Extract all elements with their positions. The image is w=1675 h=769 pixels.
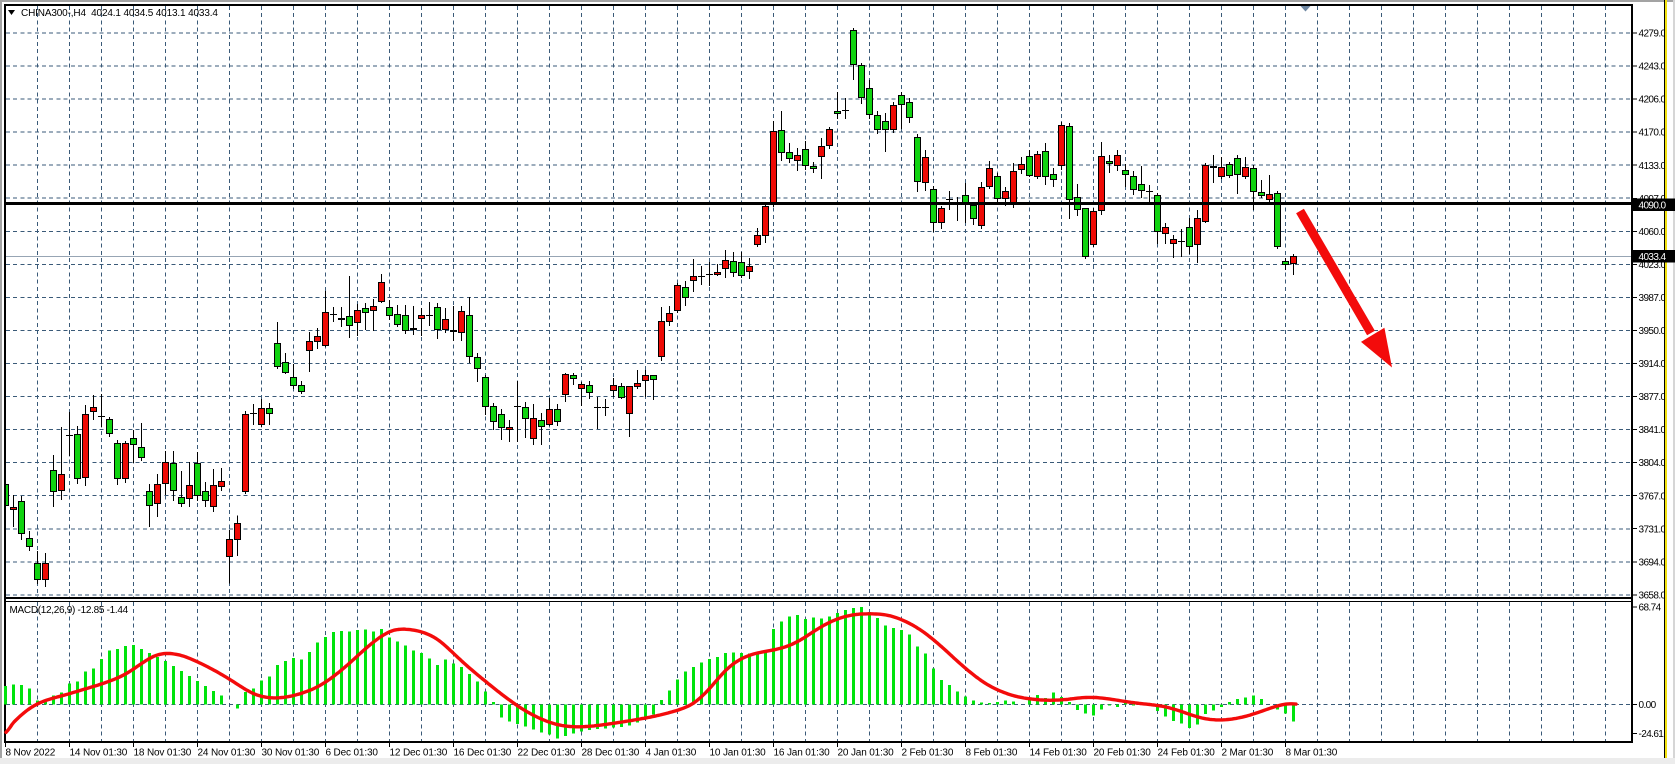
svg-text:4243.0: 4243.0 — [1639, 62, 1667, 73]
svg-text:4279.0: 4279.0 — [1639, 29, 1667, 40]
svg-text:28 Dec 01:30: 28 Dec 01:30 — [582, 748, 640, 759]
svg-text:3767.0: 3767.0 — [1639, 491, 1667, 502]
svg-text:14 Nov 01:30: 14 Nov 01:30 — [70, 748, 128, 759]
svg-text:8 Mar 01:30: 8 Mar 01:30 — [1286, 748, 1338, 759]
svg-text:2 Mar 01:30: 2 Mar 01:30 — [1222, 748, 1274, 759]
svg-text:68.74: 68.74 — [1639, 603, 1662, 614]
svg-text:4 Jan 01:30: 4 Jan 01:30 — [646, 748, 697, 759]
svg-text:16 Jan 01:30: 16 Jan 01:30 — [774, 748, 831, 759]
svg-text:3804.0: 3804.0 — [1639, 458, 1667, 469]
svg-text:22 Dec 01:30: 22 Dec 01:30 — [518, 748, 576, 759]
svg-text:4033.4: 4033.4 — [1639, 252, 1667, 263]
svg-text:30 Nov 01:30: 30 Nov 01:30 — [262, 748, 320, 759]
svg-text:-24.61: -24.61 — [1639, 729, 1665, 740]
svg-text:3658.0: 3658.0 — [1639, 590, 1667, 601]
svg-text:4060.0: 4060.0 — [1639, 227, 1667, 238]
svg-text:2 Feb 01:30: 2 Feb 01:30 — [902, 748, 954, 759]
svg-text:MACD(12,26,9) -12.85 -1.44: MACD(12,26,9) -12.85 -1.44 — [10, 605, 129, 616]
svg-text:3987.0: 3987.0 — [1639, 293, 1667, 304]
svg-text:4090.0: 4090.0 — [1639, 200, 1667, 211]
svg-text:0.00: 0.00 — [1639, 700, 1657, 711]
svg-text:4133.0: 4133.0 — [1639, 161, 1667, 172]
svg-text:3950.0: 3950.0 — [1639, 326, 1667, 337]
svg-text:3877.0: 3877.0 — [1639, 392, 1667, 403]
svg-text:3914.0: 3914.0 — [1639, 359, 1667, 370]
svg-text:8 Nov 2022: 8 Nov 2022 — [6, 748, 56, 759]
svg-text:14 Feb 01:30: 14 Feb 01:30 — [1030, 748, 1088, 759]
svg-text:CHINA300-,H4 4024.1 4034.5 40: CHINA300-,H4 4024.1 4034.5 4013.1 4033.4 — [21, 8, 218, 19]
svg-text:10 Jan 01:30: 10 Jan 01:30 — [710, 748, 767, 759]
svg-text:3731.0: 3731.0 — [1639, 524, 1667, 535]
svg-text:16 Dec 01:30: 16 Dec 01:30 — [454, 748, 512, 759]
svg-text:6 Dec 01:30: 6 Dec 01:30 — [326, 748, 379, 759]
svg-text:4206.0: 4206.0 — [1639, 95, 1667, 106]
svg-text:8 Feb 01:30: 8 Feb 01:30 — [966, 748, 1018, 759]
svg-text:18 Nov 01:30: 18 Nov 01:30 — [134, 748, 192, 759]
svg-text:24 Feb 01:30: 24 Feb 01:30 — [1158, 748, 1216, 759]
svg-text:20 Jan 01:30: 20 Jan 01:30 — [838, 748, 895, 759]
svg-text:4023.0: 4023.0 — [1639, 260, 1667, 271]
svg-text:24 Nov 01:30: 24 Nov 01:30 — [198, 748, 256, 759]
svg-text:4170.0: 4170.0 — [1639, 128, 1667, 139]
svg-text:20 Feb 01:30: 20 Feb 01:30 — [1094, 748, 1152, 759]
svg-text:3841.0: 3841.0 — [1639, 425, 1667, 436]
svg-text:12 Dec 01:30: 12 Dec 01:30 — [390, 748, 448, 759]
svg-text:3694.0: 3694.0 — [1639, 557, 1667, 568]
